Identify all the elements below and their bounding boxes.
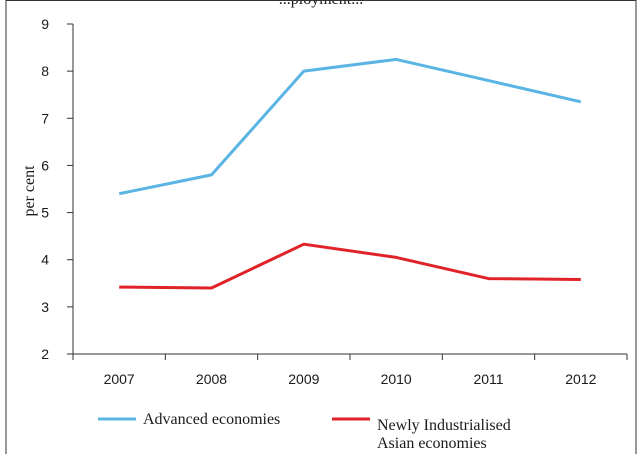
series-line-1 bbox=[119, 242, 581, 290]
x-tick-label: 2011 bbox=[473, 371, 503, 387]
y-tick-label: 4 bbox=[41, 252, 49, 268]
y-tick-label: 2 bbox=[41, 346, 49, 362]
plot-series bbox=[118, 57, 582, 290]
legend-label-nie: Newly Industrialised Asian economies bbox=[377, 417, 511, 452]
y-axis-title: per cent bbox=[21, 165, 38, 217]
y-tick-label: 8 bbox=[41, 63, 49, 79]
series-line-0 bbox=[118, 57, 582, 196]
y-tick-label: 6 bbox=[41, 157, 49, 173]
y-tick-label: 9 bbox=[41, 16, 49, 32]
y-tick-label: 5 bbox=[41, 205, 49, 221]
x-tick-label: 2010 bbox=[381, 371, 412, 387]
x-tick-label: 2008 bbox=[196, 371, 227, 387]
legend: Advanced economies Newly Industrialised As… bbox=[98, 411, 511, 452]
x-tick-label: 2007 bbox=[104, 371, 135, 387]
x-tick-label: 2012 bbox=[565, 371, 596, 387]
x-tick-label: 2009 bbox=[288, 371, 319, 387]
y-tick-label: 7 bbox=[41, 110, 49, 126]
chart-title: ...ployment... bbox=[279, 0, 363, 8]
axis-ticks: 2 3 4 5 6 7 8 9 2007 2008 2009 2010 2011 2012 bbox=[41, 16, 628, 387]
y-tick-label: 3 bbox=[41, 299, 49, 315]
legend-label-advanced: Advanced economies bbox=[143, 411, 280, 428]
